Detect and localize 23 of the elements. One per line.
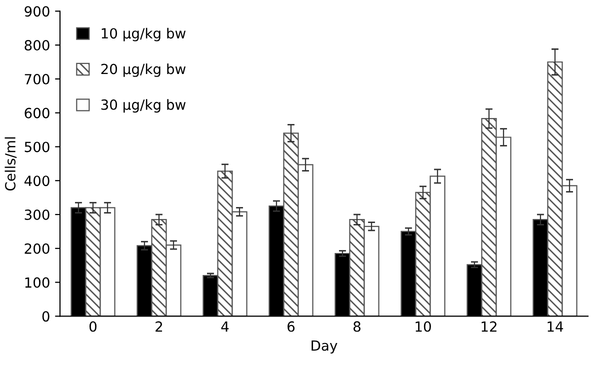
y-tick-label: 900 bbox=[24, 6, 50, 17]
y-tick-label: 400 bbox=[24, 176, 50, 186]
legend-label: 10 µg/kg bw bbox=[102, 28, 186, 42]
y-tick-label: 300 bbox=[24, 209, 50, 220]
x-tick-label: 6 bbox=[288, 321, 295, 332]
x-tick-label: 0 bbox=[89, 321, 96, 332]
x-tick-label: 10 bbox=[416, 321, 431, 332]
legend-label: 30 µg/kg bw bbox=[101, 99, 186, 113]
y-tick-label: 500 bbox=[24, 142, 50, 152]
y-tick-label: 100 bbox=[25, 277, 50, 288]
y-tick-label: 0 bbox=[42, 311, 50, 322]
x-axis-title: Day bbox=[312, 340, 338, 354]
legend-label: 20 µg/kg bw bbox=[101, 63, 186, 77]
x-tick-label: 8 bbox=[354, 321, 360, 332]
x-tick-label: 14 bbox=[548, 321, 564, 332]
x-tick-label: 2 bbox=[156, 321, 162, 332]
x-tick-label: 4 bbox=[221, 321, 229, 332]
y-tick-label: 200 bbox=[24, 243, 50, 254]
y-tick-label: 800 bbox=[24, 40, 50, 51]
y-tick-label: 600 bbox=[24, 108, 50, 118]
y-axis-title: Cells/ml bbox=[4, 137, 17, 191]
y-tick-label: 700 bbox=[24, 74, 50, 84]
x-tick-label: 12 bbox=[482, 321, 496, 332]
